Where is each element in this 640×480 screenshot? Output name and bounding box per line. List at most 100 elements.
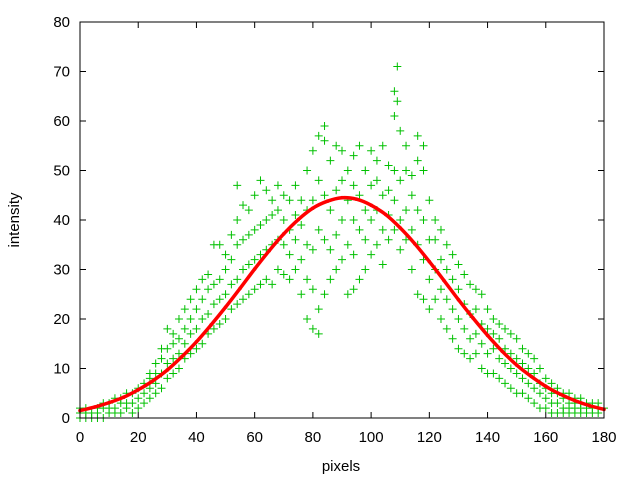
scatter-point [431, 216, 440, 224]
scatter-point [221, 315, 230, 323]
scatter-point [378, 191, 387, 200]
scatter-point [390, 112, 399, 121]
scatter-point [279, 216, 288, 224]
scatter-point [419, 141, 428, 150]
fit-curve-point [412, 241, 417, 246]
scatter-point [393, 97, 402, 106]
scatter-point [466, 354, 475, 363]
scatter-point [530, 354, 539, 363]
scatter-point [215, 240, 224, 249]
scatter-point [198, 275, 207, 284]
y-tick-label: 30 [53, 262, 70, 279]
scatter-point [320, 191, 329, 200]
scatter-point [128, 399, 137, 408]
scatter-point [273, 265, 282, 274]
scatter-point [192, 324, 201, 333]
scatter-point [233, 240, 242, 249]
scatter-point [285, 196, 294, 205]
scatter-point [163, 324, 172, 333]
scatter-point [495, 374, 504, 383]
x-tick-label: 160 [533, 429, 558, 446]
scatter-point [506, 384, 515, 393]
y-tick-label: 40 [53, 212, 70, 229]
scatter-point [204, 285, 213, 294]
scatter-point [448, 334, 457, 343]
scatter-point [524, 349, 533, 358]
scatter-point [326, 206, 335, 215]
scatter-point [436, 315, 445, 323]
fit-curve-point [514, 363, 519, 367]
fit-curve-point [529, 374, 534, 379]
scatter-point [495, 319, 504, 328]
scatter-point [279, 270, 288, 279]
scatter-point [262, 275, 271, 284]
scatter-point [349, 250, 358, 259]
scatter-point [361, 235, 370, 244]
fit-curve-point [209, 323, 213, 327]
scatter-point [477, 364, 486, 373]
scatter-point [128, 409, 137, 418]
scatter-point [448, 250, 457, 259]
scatter-point [163, 344, 172, 353]
scatter-point [477, 290, 486, 299]
scatter-point [390, 225, 399, 234]
scatter-point [425, 196, 434, 205]
scatter-point [396, 176, 405, 185]
scatter-point [239, 235, 248, 244]
scatter-point [466, 280, 475, 289]
scatter-point [471, 285, 480, 294]
scatter-point [565, 389, 574, 398]
scatter-point [524, 379, 533, 388]
scatter-point [244, 206, 253, 215]
scatter-point [524, 364, 533, 373]
scatter-point [512, 354, 521, 363]
scatter-series [76, 62, 608, 422]
scatter-point [355, 225, 364, 234]
scatter-point [384, 186, 393, 195]
scatter-point [442, 324, 451, 333]
x-tick-label: 0 [76, 429, 84, 446]
scatter-point [239, 265, 248, 274]
scatter-point [501, 359, 510, 368]
fit-curve-series [78, 195, 606, 413]
x-tick-label: 100 [359, 429, 384, 446]
scatter-point [209, 280, 218, 289]
scatter-point [413, 131, 422, 140]
scatter-point [436, 255, 445, 264]
scatter-point [483, 324, 492, 333]
scatter-point [314, 225, 323, 234]
scatter-point [163, 359, 172, 368]
scatter-point [419, 166, 428, 175]
scatter-point [506, 349, 515, 358]
scatter-point [239, 295, 248, 304]
scatter-point [541, 394, 550, 403]
fit-curve-point [165, 368, 170, 372]
scatter-point [174, 364, 183, 373]
fit-curve-point [398, 226, 403, 230]
scatter-point [355, 275, 364, 284]
scatter-point [227, 255, 236, 264]
scatter-point [460, 349, 469, 358]
fit-curve-point [194, 339, 199, 344]
scatter-point [501, 324, 510, 333]
scatter-point [233, 216, 242, 224]
scatter-point [174, 334, 183, 343]
scatter-point [140, 389, 149, 398]
scatter-point [314, 329, 323, 338]
scatter-point [547, 379, 556, 388]
scatter-point [378, 141, 387, 150]
scatter-point [157, 354, 166, 363]
scatter-point [180, 324, 189, 333]
scatter-point [541, 404, 550, 413]
scatter-point [413, 156, 422, 165]
scatter-point [361, 265, 370, 274]
scatter-point [157, 384, 166, 393]
scatter-point [530, 369, 539, 378]
scatter-point [268, 280, 277, 289]
y-tick-label: 0 [62, 410, 70, 427]
scatter-point [448, 305, 457, 314]
scatter-point [442, 295, 451, 304]
x-tick-label: 140 [475, 429, 500, 446]
scatter-point [297, 255, 306, 264]
scatter-point [396, 216, 405, 224]
